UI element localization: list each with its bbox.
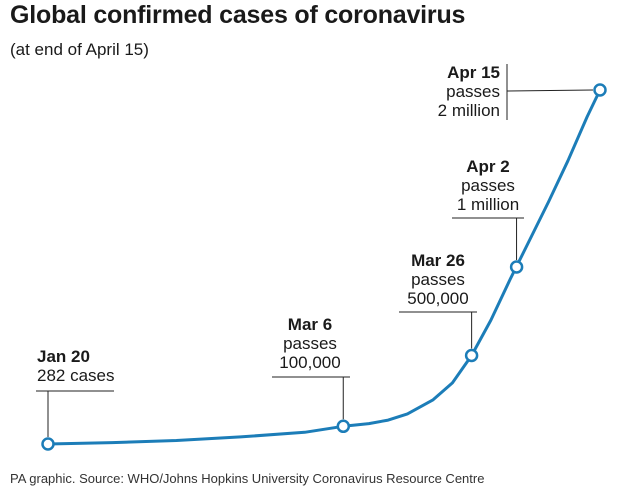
cases-series-line xyxy=(46,88,602,446)
source-note: PA graphic. Source: WHO/Johns Hopkins Un… xyxy=(10,471,485,486)
leader-line-jan-20 xyxy=(36,390,114,437)
annotation-date: Jan 20 xyxy=(37,347,90,366)
milestone-marker-mar-6 xyxy=(336,419,351,434)
leader-line-mar-26 xyxy=(399,311,477,349)
annotation-text: passes xyxy=(283,334,337,353)
annotation-text: passes xyxy=(411,270,465,289)
annotation-mar-6: Mar 6 passes 100,000 xyxy=(279,315,340,372)
annotation-jan-20: Jan 20 282 cases xyxy=(37,347,115,385)
annotation-mar-26: Mar 26 passes 500,000 xyxy=(407,251,468,308)
milestone-marker-apr-2 xyxy=(509,260,524,274)
leader-line-apr-2 xyxy=(452,217,524,260)
annotation-date: Mar 26 xyxy=(411,251,465,270)
milestone-marker-jan-20 xyxy=(41,437,55,451)
milestone-markers xyxy=(41,83,607,451)
milestone-marker-apr-15 xyxy=(593,83,607,97)
annotation-date: Mar 6 xyxy=(288,315,332,334)
milestone-marker-mar-26 xyxy=(464,348,479,363)
annotation-apr-2: Apr 2 passes 1 million xyxy=(457,157,519,214)
annotation-text: passes xyxy=(446,82,500,101)
annotation-text: 100,000 xyxy=(279,353,340,372)
annotation-apr-15: Apr 15 passes 2 million xyxy=(438,63,500,120)
chart-title: Global confirmed cases of coronavirus xyxy=(10,1,466,29)
annotation-text: 500,000 xyxy=(407,289,468,308)
annotation-text: 282 cases xyxy=(37,366,115,385)
leader-line-mar-6 xyxy=(272,376,350,420)
annotation-leader-lines xyxy=(36,64,594,437)
annotation-text: passes xyxy=(461,176,515,195)
leader-line-apr-15 xyxy=(506,64,594,120)
annotation-date: Apr 2 xyxy=(466,157,509,176)
annotation-date: Apr 15 xyxy=(447,63,500,82)
chart-subtitle: (at end of April 15) xyxy=(10,40,149,59)
annotation-text: 2 million xyxy=(438,101,500,120)
annotation-text: 1 million xyxy=(457,195,519,214)
